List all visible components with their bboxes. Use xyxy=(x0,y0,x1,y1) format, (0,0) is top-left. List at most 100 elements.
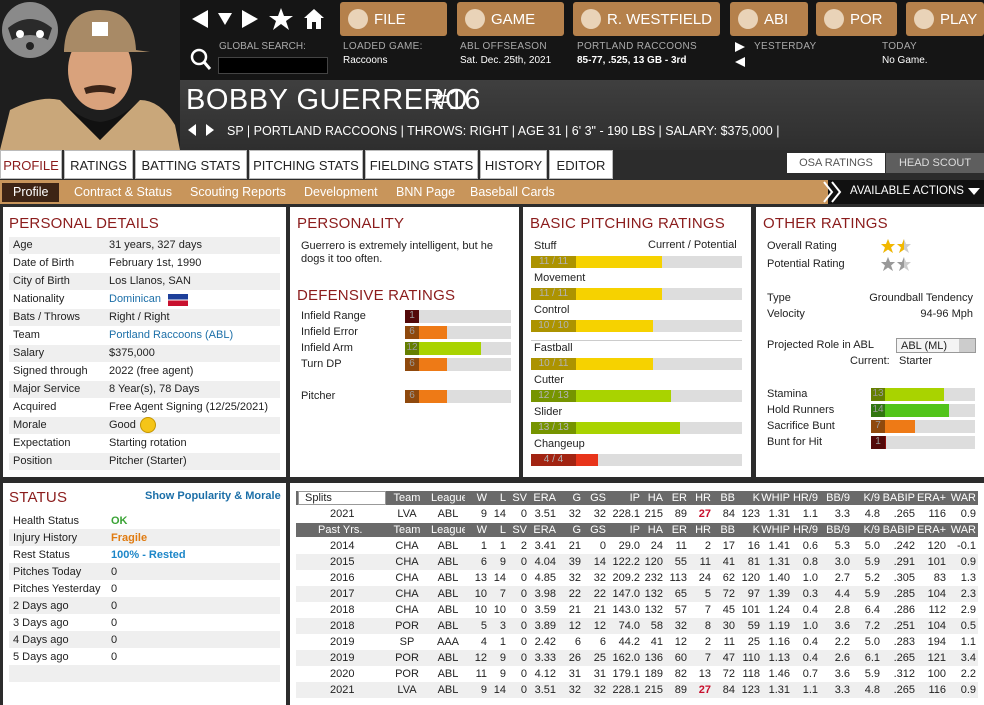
subtab[interactable]: Contract & Status xyxy=(74,185,172,199)
stats-cell: 11 xyxy=(699,556,711,568)
stats-cell: 72 xyxy=(722,588,735,600)
stats-cell: 4.4 xyxy=(834,588,850,600)
stats-cell: 120 xyxy=(644,556,663,568)
player-number: #16 xyxy=(432,84,481,116)
rating-label: Hold Runners xyxy=(767,404,835,416)
stats-header-cell: Past Yrs. xyxy=(318,524,363,536)
subtab[interactable]: Baseball Cards xyxy=(470,185,555,199)
stats-cell: .286 xyxy=(893,604,915,616)
stats-cell: 3.51 xyxy=(534,684,556,696)
stats-cell: 1.31 xyxy=(768,556,790,568)
role-value: ABL (ML) xyxy=(901,340,948,352)
rating-source[interactable]: OSA RATINGS xyxy=(787,153,885,173)
stats-header-cell: HR/9 xyxy=(792,492,818,504)
rating-label: Stamina xyxy=(767,388,808,400)
stats-cell: 112 xyxy=(928,604,946,616)
stats-cell: 1.40 xyxy=(768,572,790,584)
stats-cell: 11 xyxy=(675,540,687,552)
stats-header-cell: BABIP xyxy=(882,492,915,504)
tab[interactable]: RATINGS xyxy=(64,150,133,179)
nav-button[interactable]: R. WESTFIELD xyxy=(573,2,720,36)
stats-cell: 4.8 xyxy=(864,684,880,696)
rating-source[interactable]: HEAD SCOUT xyxy=(886,153,984,173)
stats-cell: 2016 xyxy=(330,572,355,584)
stats-cell: ABL xyxy=(437,684,459,696)
tab[interactable]: EDITOR xyxy=(549,150,613,179)
subtab[interactable]: BNN Page xyxy=(396,185,456,199)
stats-cell: ABL xyxy=(437,540,459,552)
player-name: BOBBY GUERRERO xyxy=(186,84,469,116)
stats-cell: 13 xyxy=(474,572,487,584)
stats-header-cell: G xyxy=(572,524,581,536)
other-label: Velocity xyxy=(767,308,805,320)
rating-bar xyxy=(871,388,945,401)
stats-cell: 14 xyxy=(493,508,506,520)
status-link[interactable]: Show Popularity & Morale xyxy=(145,490,281,502)
subtab[interactable]: Development xyxy=(304,185,378,199)
rating-label: Bunt for Hit xyxy=(767,436,823,448)
stats-header-row xyxy=(296,491,978,505)
stats-cell: 0 xyxy=(520,684,527,696)
search-icon[interactable] xyxy=(188,46,214,74)
stats-cell: 3.0 xyxy=(834,556,850,568)
stats-cell: 215 xyxy=(644,508,663,520)
stats-cell: POR xyxy=(395,620,419,632)
stats-cell: 14 xyxy=(593,556,606,568)
panel-title: PERSONALITY xyxy=(297,215,405,232)
stats-cell: 21 xyxy=(593,604,606,616)
portrait xyxy=(0,0,180,150)
stats-cell: 1.3 xyxy=(960,572,976,584)
player-arrows[interactable] xyxy=(188,124,218,136)
nav-button[interactable]: FILE xyxy=(340,2,447,36)
stats-cell: 3.89 xyxy=(534,620,556,632)
stats-row xyxy=(296,506,978,522)
stats-header-cell: HA xyxy=(647,524,663,536)
stats-header-cell: League xyxy=(431,524,465,536)
subtab[interactable]: Scouting Reports xyxy=(190,185,286,199)
stats-header-cell: L xyxy=(499,524,506,536)
search-box[interactable] xyxy=(218,57,328,74)
pitch-value: 11 / 11 xyxy=(531,288,576,300)
nav-button[interactable]: GAME xyxy=(457,2,564,36)
stats-cell: -0.1 xyxy=(957,540,976,552)
detail-row xyxy=(9,273,280,290)
stats-cell: 232 xyxy=(644,572,663,584)
status-value: 0 xyxy=(111,566,118,578)
stats-header-cell: SV xyxy=(512,492,527,504)
stats-cell: 22 xyxy=(593,588,606,600)
day-arrows[interactable] xyxy=(733,40,747,70)
stats-cell: 4.8 xyxy=(864,508,880,520)
detail-value: 31 years, 327 days xyxy=(109,239,202,251)
actions[interactable]: AVAILABLE ACTIONS xyxy=(823,180,984,204)
detail-row xyxy=(9,309,280,326)
stats-cell: 104 xyxy=(927,620,946,632)
tab[interactable]: BATTING STATS xyxy=(135,150,247,179)
role-dropdown[interactable]: ABL (ML) xyxy=(896,338,976,353)
panel-title: BASIC PITCHING RATINGS xyxy=(530,215,725,232)
detail-value[interactable]: Portland Raccoons (ABL) xyxy=(109,329,234,341)
rating-label: Pitcher xyxy=(301,390,336,402)
tab[interactable]: FIELDING STATS xyxy=(365,150,478,179)
detail-label: Acquired xyxy=(13,401,57,413)
stats-cell: 0 xyxy=(520,652,527,664)
stats-row xyxy=(296,554,978,570)
stats-cell: 7 xyxy=(704,652,711,664)
status-row xyxy=(9,665,280,682)
stats-header-cell: K/9 xyxy=(863,524,880,536)
nav-button[interactable]: ABI xyxy=(730,2,808,36)
subtab[interactable]: Profile xyxy=(2,183,60,202)
stats-cell: CHA xyxy=(395,572,419,584)
stats-cell: 209.2 xyxy=(612,572,640,584)
nav-button[interactable]: POR xyxy=(816,2,897,36)
nav-icons[interactable] xyxy=(186,6,331,32)
stats-cell: 6 xyxy=(574,636,581,648)
detail-value[interactable]: Dominican xyxy=(109,293,161,305)
stats-header-cell: IP xyxy=(629,524,640,536)
detail-value: Starting rotation xyxy=(109,437,187,449)
tab[interactable]: PROFILE xyxy=(0,150,62,179)
nav-button[interactable]: PLAY xyxy=(906,2,984,36)
stats-cell: 27 xyxy=(698,508,711,520)
split-dropdown[interactable]: Splits xyxy=(298,491,386,505)
tab[interactable]: PITCHING STATS xyxy=(249,150,363,179)
tab[interactable]: HISTORY xyxy=(480,150,547,179)
